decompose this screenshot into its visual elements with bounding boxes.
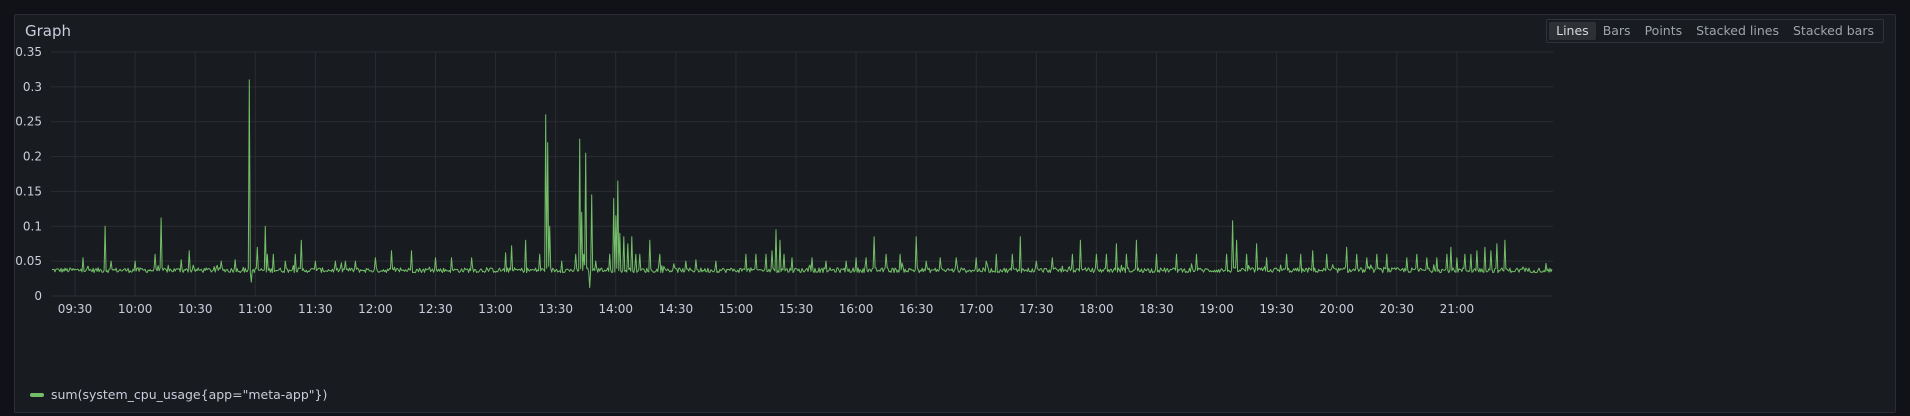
- legend-swatch: [30, 392, 44, 397]
- x-tick-label: 10:00: [118, 302, 153, 316]
- y-tick-label: 0.15: [15, 184, 42, 198]
- x-tick-label: 09:30: [58, 302, 93, 316]
- x-tick-label: 11:30: [298, 302, 333, 316]
- series-line: [51, 79, 1553, 289]
- x-tick-label: 13:30: [538, 302, 573, 316]
- x-tick-label: 20:00: [1319, 302, 1354, 316]
- y-tick-label: 0.2: [23, 150, 42, 164]
- x-tick-label: 10:30: [178, 302, 213, 316]
- y-tick-label: 0: [34, 289, 42, 303]
- x-tick-label: 16:30: [899, 302, 934, 316]
- graph-mode-switch: Lines Bars Points Stacked lines Stacked …: [1546, 19, 1884, 43]
- legend-item[interactable]: sum(system_cpu_usage{app="meta-app"}): [30, 387, 327, 402]
- x-tick-label: 15:00: [719, 302, 754, 316]
- line-chart[interactable]: 0 0.05 0.1 0.15 0.2 0.25 0.3 0.35 09:30 10:00 10:…: [15, 15, 1895, 412]
- x-tick-label: 14:00: [598, 302, 633, 316]
- x-tick-label: 13:00: [478, 302, 513, 316]
- x-tick-label: 12:30: [418, 302, 453, 316]
- y-tick-label: 0.3: [23, 80, 42, 94]
- x-tick-label: 17:30: [1019, 302, 1054, 316]
- mode-lines-button[interactable]: Lines: [1549, 22, 1596, 40]
- graph-panel: Graph Lines Bars Points Stacked lines St…: [14, 14, 1896, 413]
- x-tick-label: 21:00: [1440, 302, 1475, 316]
- y-tick-label: 0.25: [15, 115, 42, 129]
- y-grid: [51, 51, 1553, 297]
- y-tick-label: 0.1: [23, 219, 42, 233]
- x-tick-label: 11:00: [238, 302, 273, 316]
- x-tick-label: 16:00: [839, 302, 874, 316]
- x-tick-label: 18:30: [1139, 302, 1174, 316]
- legend-label: sum(system_cpu_usage{app="meta-app"}): [51, 387, 328, 402]
- y-axis-labels: 0 0.05 0.1 0.15 0.2 0.25 0.3 0.35: [15, 45, 42, 303]
- x-tick-label: 18:00: [1079, 302, 1114, 316]
- mode-bars-button[interactable]: Bars: [1602, 23, 1631, 38]
- x-tick-label: 20:30: [1379, 302, 1414, 316]
- series-layer: [51, 79, 1553, 289]
- x-axis-labels: 09:30 10:00 10:30 11:00 11:30 12:00 12:30 13:00…: [58, 302, 1474, 316]
- panel-title: Graph: [25, 22, 72, 40]
- mode-points-button[interactable]: Points: [1644, 23, 1683, 38]
- mode-stacked-bars-button[interactable]: Stacked bars: [1792, 23, 1874, 38]
- y-tick-label: 0.05: [15, 254, 42, 268]
- x-tick-label: 15:30: [779, 302, 814, 316]
- mode-stacked-lines-button[interactable]: Stacked lines: [1696, 23, 1779, 38]
- x-tick-label: 19:00: [1199, 302, 1234, 316]
- x-tick-label: 12:00: [358, 302, 393, 316]
- x-tick-label: 14:30: [659, 302, 694, 316]
- y-tick-label: 0.35: [15, 45, 42, 59]
- x-tick-label: 17:00: [959, 302, 994, 316]
- x-tick-label: 19:30: [1259, 302, 1294, 316]
